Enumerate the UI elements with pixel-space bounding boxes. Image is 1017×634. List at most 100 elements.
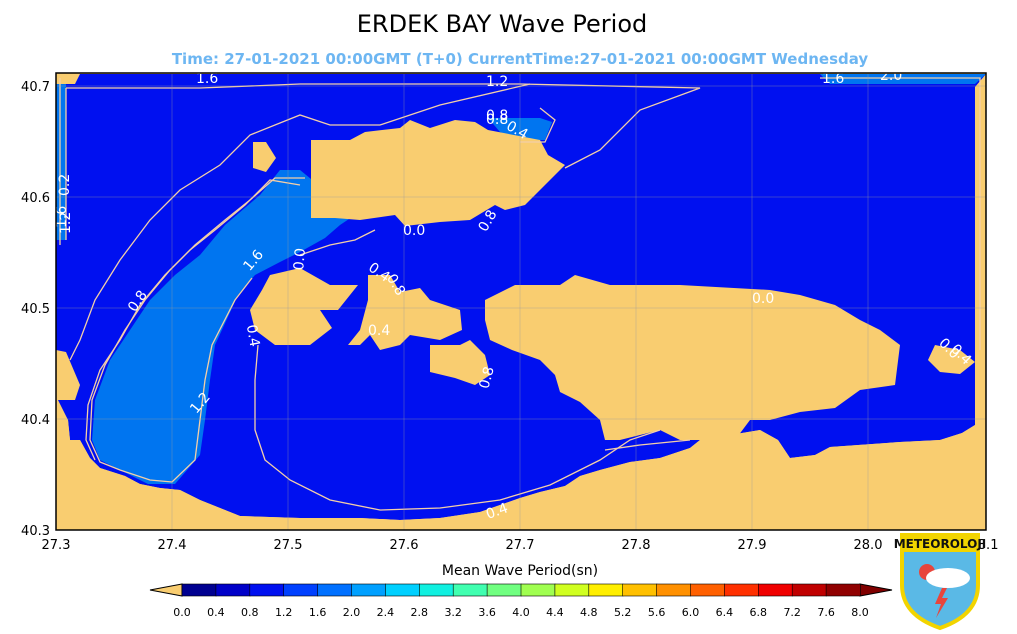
colorbar-tick-label: 2.0 <box>343 606 361 619</box>
contour-label: 0.0 <box>752 291 774 307</box>
colorbar-swatch <box>588 583 624 597</box>
colorbar-tick-label: 5.6 <box>648 606 666 619</box>
contour-label: 1.2 <box>486 74 508 90</box>
colorbar-tick-label: 0.0 <box>173 606 191 619</box>
grid-lines <box>56 73 986 530</box>
colorbar-tick-label: 6.8 <box>750 606 768 619</box>
y-axis: 40.7 40.6 40.5 40.4 40.3 <box>21 80 50 539</box>
contour-label: 0.8 <box>477 365 498 391</box>
y-tick-label: 40.4 <box>21 413 50 428</box>
colorbar-swatch <box>757 583 793 597</box>
colorbar-tick-label: 7.6 <box>817 606 835 619</box>
contour-lines <box>59 77 981 511</box>
colorbar-swatch <box>791 583 827 597</box>
colorbar-swatch <box>825 583 861 597</box>
colorbar-tick-label: 6.4 <box>716 606 734 619</box>
plot-frame <box>55 72 987 531</box>
x-tick-label: 28.0 <box>854 538 883 553</box>
island-avsa-a <box>348 275 462 350</box>
land-south <box>56 355 986 530</box>
colorbar-swatch <box>317 583 353 597</box>
contour-line-5 <box>69 83 531 361</box>
y-tick-label: 40.3 <box>21 524 50 539</box>
map-subtitle: Time: 27-01-2021 00:00GMT (T+0) CurrentT… <box>171 50 869 68</box>
colorbar: 0.0 0.4 0.8 1.2 1.6 2.0 2.4 2.8 3.2 3.6 4.0 4.4 4.8 5… <box>149 583 893 619</box>
island-avsa-b <box>430 340 490 385</box>
contour-line-10 <box>254 344 661 511</box>
colorbar-labels: 0.0 0.4 0.8 1.2 1.6 2.0 2.4 2.8 3.2 3.6 4.0 4.4 4.8 5… <box>173 606 869 619</box>
colorbar-over-arrow <box>859 583 893 597</box>
contour-line-1 <box>66 83 701 169</box>
colorbar-tick-label: 3.6 <box>478 606 496 619</box>
x-tick-label: 27.8 <box>622 538 651 553</box>
island-small-north <box>253 142 276 172</box>
colorbar-tick-label: 4.8 <box>580 606 598 619</box>
contour-label: 0.4 <box>368 323 390 339</box>
contour-line-11 <box>604 439 691 451</box>
contour-label: 1.6 <box>54 206 70 228</box>
colorbar-swatch <box>249 583 285 597</box>
x-tick-label: 27.4 <box>158 538 187 553</box>
contour-label: 0.0 <box>403 223 425 239</box>
x-axis: 27.3 27.4 27.5 27.6 27.7 27.8 27.9 28.0 … <box>42 538 999 553</box>
colorbar-swatch <box>452 583 488 597</box>
colorbar-swatch <box>690 583 726 597</box>
colorbar-under-arrow <box>149 583 183 597</box>
logo-cloud-icon <box>926 568 970 588</box>
logo-text: METEOROLOJI <box>894 537 987 551</box>
colorbar-swatch <box>656 583 692 597</box>
land-southwest-coast <box>56 350 80 400</box>
contour-line-8 <box>299 229 376 256</box>
shallow-region-left <box>92 170 355 484</box>
colorbar-tick-label: 0.4 <box>207 606 225 619</box>
map-title: ERDEK BAY Wave Period <box>356 10 648 38</box>
y-tick-label: 40.7 <box>21 80 50 95</box>
colorbar-tick-label: 3.2 <box>444 606 462 619</box>
contour-label: 1.2 <box>58 212 74 234</box>
contour-line-9 <box>520 107 556 143</box>
colorbar-tick-label: 0.8 <box>241 606 259 619</box>
island-marmara <box>311 120 565 226</box>
colorbar-tick-label: 4.0 <box>512 606 530 619</box>
colorbar-tick-label: 6.0 <box>682 606 700 619</box>
shallow-region-north <box>488 118 552 140</box>
y-tick-label: 40.5 <box>21 302 50 317</box>
x-tick-label: 27.3 <box>42 538 71 553</box>
colorbar-swatch <box>554 583 590 597</box>
island-east-small <box>928 345 975 374</box>
colorbar-tick-label: 7.2 <box>783 606 801 619</box>
colorbar-tick-label: 2.8 <box>411 606 429 619</box>
peninsula-kapidag <box>485 275 900 440</box>
x-tick-label: 27.7 <box>506 538 535 553</box>
colorbar-tick-label: 2.4 <box>377 606 395 619</box>
y-tick-label: 40.6 <box>21 191 50 206</box>
contour-label: 2.0 <box>880 68 902 84</box>
colorbar-swatch <box>520 583 556 597</box>
colorbar-tick-label: 4.4 <box>546 606 564 619</box>
colorbar-tick-label: 1.2 <box>275 606 293 619</box>
colorbar-swatch <box>181 583 217 597</box>
contour-label: 0.4 <box>243 323 263 348</box>
meteoroloji-logo: METEOROLOJI <box>894 533 987 631</box>
contour-label: 1.6 <box>196 71 218 87</box>
logo-lightning-icon <box>935 588 948 618</box>
colorbar-swatches <box>181 583 861 597</box>
colorbar-swatch <box>351 583 387 597</box>
colorbar-title: Mean Wave Period(sn) <box>441 563 599 579</box>
edge-strip-top <box>820 74 986 84</box>
logo-banner <box>904 536 976 552</box>
island-pasalimani <box>250 268 358 345</box>
contour-label: 0.4 <box>484 500 510 523</box>
contour-line-4 <box>820 77 981 350</box>
contour-label: 0.8 <box>486 108 508 124</box>
colorbar-swatch <box>486 583 522 597</box>
contour-label: 0.8 <box>486 112 508 128</box>
colorbar-swatch <box>385 583 420 597</box>
edge-strip-left <box>56 84 66 240</box>
colorbar-swatch <box>215 583 251 597</box>
colorbar-swatch <box>622 583 658 597</box>
x-tick-label: 27.5 <box>274 538 303 553</box>
contour-label: 0.0 <box>291 247 309 271</box>
colorbar-swatch <box>283 583 319 597</box>
